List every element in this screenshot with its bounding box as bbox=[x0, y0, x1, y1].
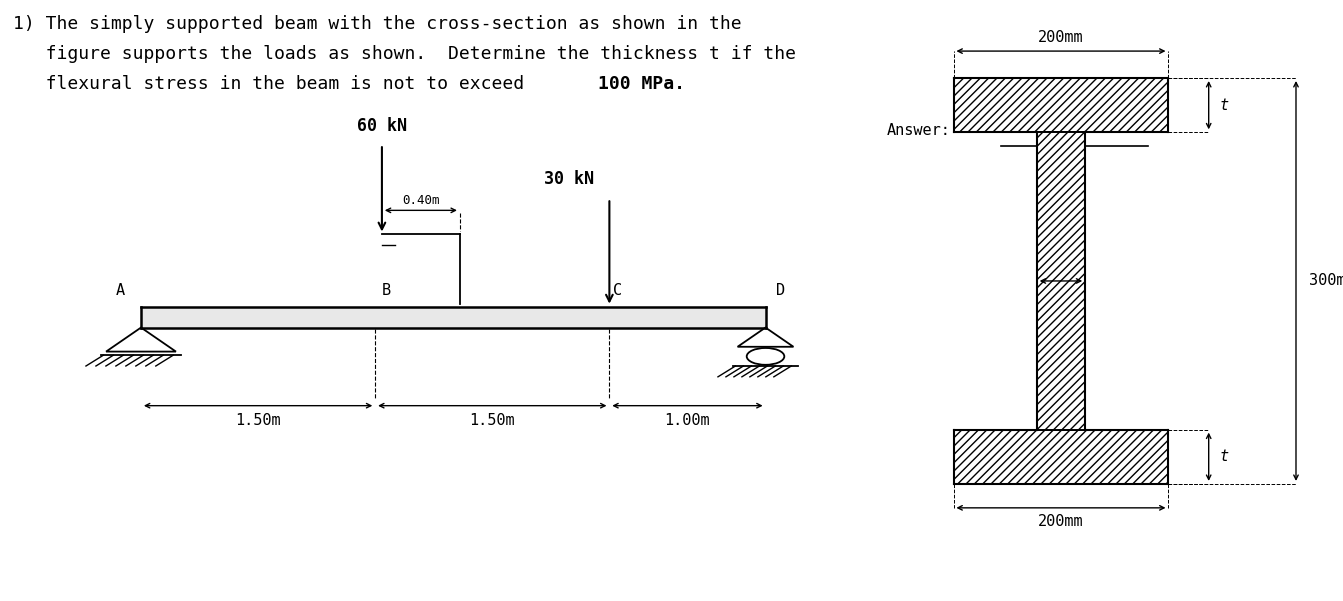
Bar bbox=[141, 307, 766, 328]
Text: A: A bbox=[115, 283, 125, 298]
Text: 100 MPa.: 100 MPa. bbox=[598, 75, 685, 93]
Text: 200mm: 200mm bbox=[1038, 514, 1084, 529]
Text: 1.00m: 1.00m bbox=[665, 413, 710, 428]
Text: 30 kN: 30 kN bbox=[544, 170, 594, 188]
Text: 200mm: 200mm bbox=[1038, 30, 1084, 45]
Text: C: C bbox=[614, 283, 623, 298]
Text: t: t bbox=[1219, 450, 1229, 464]
Text: figure supports the loads as shown.  Determine the thickness t if the: figure supports the loads as shown. Dete… bbox=[13, 45, 796, 63]
Text: 1.50m: 1.50m bbox=[470, 413, 516, 428]
Text: D: D bbox=[776, 283, 786, 298]
Text: Answer:: Answer: bbox=[886, 123, 951, 138]
Text: 1) The simply supported beam with the cross-section as shown in the: 1) The simply supported beam with the cr… bbox=[13, 15, 743, 33]
Text: t: t bbox=[1219, 98, 1229, 112]
Bar bbox=[1037, 132, 1085, 430]
Text: 60 kN: 60 kN bbox=[357, 117, 407, 135]
Text: B: B bbox=[381, 283, 391, 298]
Bar bbox=[954, 78, 1168, 132]
Text: t: t bbox=[1057, 253, 1065, 268]
Bar bbox=[954, 430, 1168, 484]
Text: 300mm: 300mm bbox=[1309, 273, 1343, 288]
Text: 0.40m: 0.40m bbox=[402, 194, 439, 207]
Text: 1.50m: 1.50m bbox=[235, 413, 281, 428]
Text: flexural stress in the beam is not to exceed: flexural stress in the beam is not to ex… bbox=[13, 75, 536, 93]
